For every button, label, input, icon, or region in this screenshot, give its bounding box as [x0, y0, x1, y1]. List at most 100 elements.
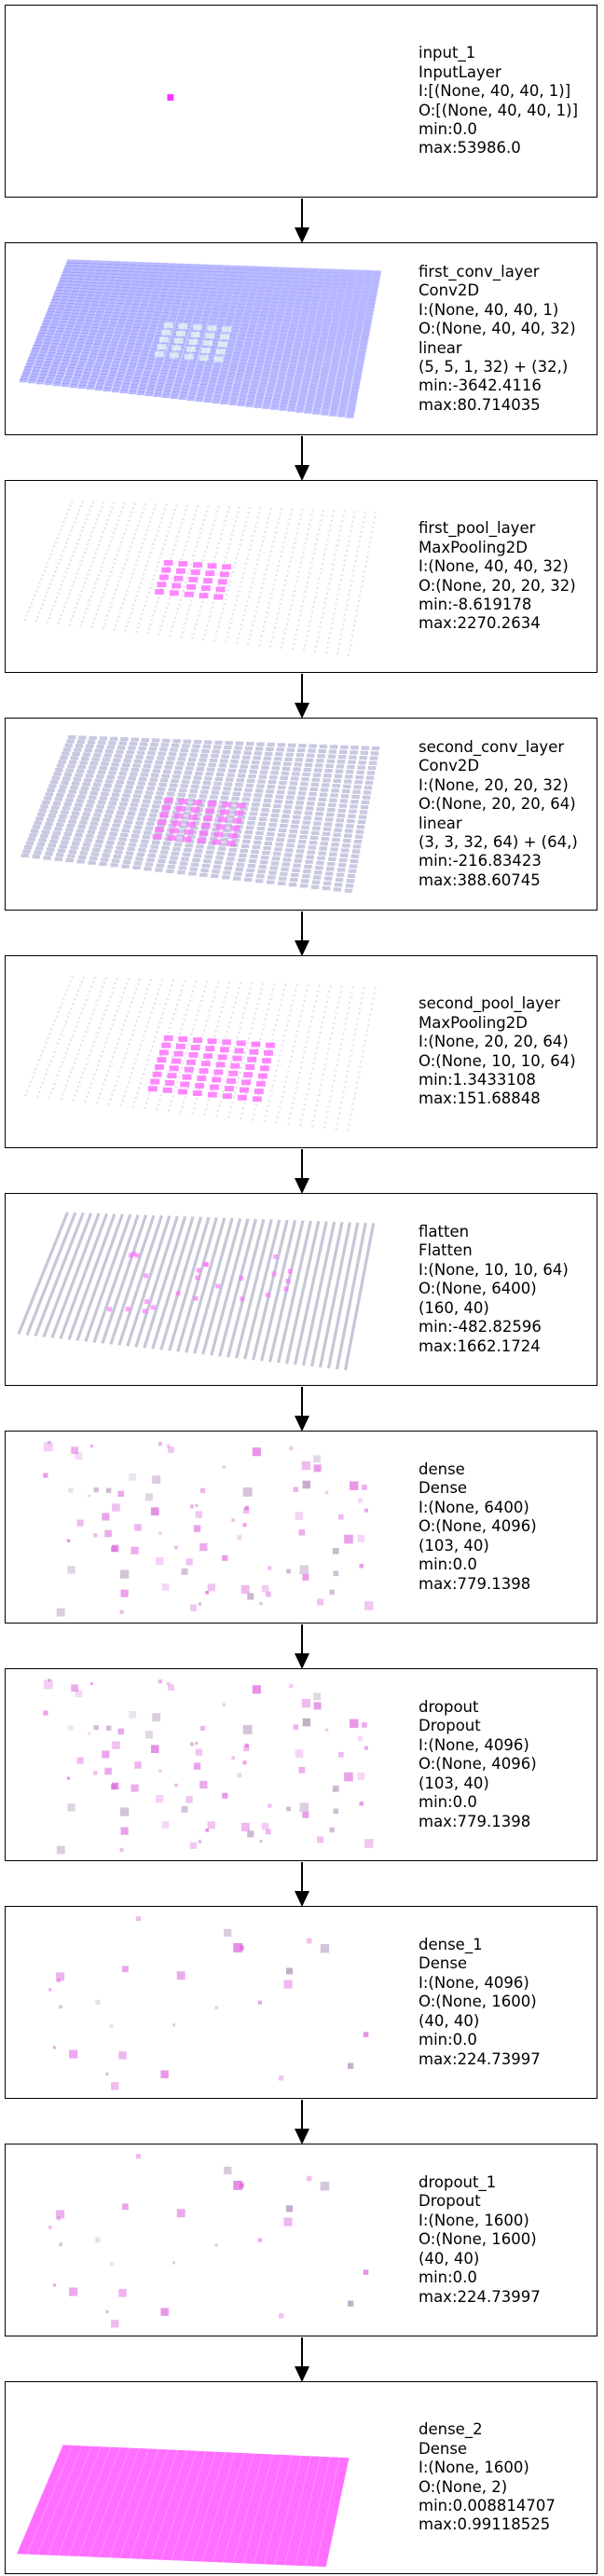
neuron-scatter [43, 1679, 374, 1855]
layer-activation-viz [48, 1916, 369, 2090]
layer-type: MaxPooling2D [419, 1013, 528, 1032]
flatten-stripes [17, 1212, 376, 1371]
layer-type: Dropout [419, 2192, 481, 2211]
activation-hotspot [155, 559, 232, 600]
layer-info-line: max:224.73997 [419, 2049, 541, 2068]
layer-info-line: I:(None, 1600) [419, 2459, 529, 2477]
layer-info-line: min:0.0 [419, 1555, 477, 1574]
layer-info-line: O:(None, 1600) [419, 1993, 537, 2011]
layer-box: dense_2 Dense I:(None, 1600) O:(None, 2) min… [5, 2381, 597, 2574]
layer-activation-viz [21, 734, 380, 893]
layer-info-line: min:-8.619178 [419, 595, 532, 613]
layer-info-line: O:(None, 1600) [419, 2230, 537, 2249]
layer-name: first_pool_layer [419, 519, 536, 538]
layer-info-line: I:(None, 4096) [419, 1735, 529, 1754]
layer-info-line: max:151.68848 [419, 1089, 541, 1108]
layer-info: dropout Dropout I:(None, 4096) O:(None, 409… [419, 1669, 537, 1860]
feature-map-grid [23, 500, 378, 656]
activation-hotspot [152, 797, 246, 846]
layer-info-line: (3, 3, 32, 64) + (64,) [419, 832, 578, 851]
layer-activation-viz [16, 2445, 350, 2568]
layer-box: dropout_1 Dropout I:(None, 1600) O:(None, 1… [5, 2144, 597, 2336]
layer-box: first_pool_layer MaxPooling2D I:(None, 40,… [5, 480, 597, 673]
layer-name: dense_2 [419, 2420, 483, 2439]
layer-info-line: O:(None, 20, 20, 32) [419, 576, 576, 595]
layer-info-line: min:0.0 [419, 119, 477, 138]
layer-info-line: I:(None, 40, 40, 1) [419, 300, 559, 319]
layer-box: dropout Dropout I:(None, 4096) O:(None, 409… [5, 1668, 597, 1861]
connection-arrow [295, 1387, 309, 1432]
layer-info-line: I:(None, 4096) [419, 1973, 529, 1992]
activation-hotspot [147, 1035, 275, 1103]
neuron-scatter [43, 1441, 374, 1617]
layer-info-line: I:[(None, 40, 40, 1)] [419, 82, 571, 101]
layer-info-line: I:(None, 10, 10, 64) [419, 1260, 569, 1279]
connection-arrow [295, 911, 309, 956]
layer-info-line: O:(None, 20, 20, 64) [419, 795, 576, 814]
layer-box: second_conv_layer Conv2D I:(None, 20, 20, … [5, 718, 597, 911]
layer-name: dense_1 [419, 1936, 483, 1954]
layer-info-line: O:(None, 4096) [419, 1517, 537, 1536]
layer-activation-viz [43, 1441, 374, 1617]
layer-type: Dense [419, 1479, 468, 1498]
layer-box: dense_1 Dense I:(None, 4096) O:(None, 1600)… [5, 1906, 597, 2099]
layer-info-line: min:1.3433108 [419, 1070, 536, 1089]
layer-activation-viz [48, 2154, 369, 2328]
connection-arrow [295, 674, 309, 719]
layer-info-line: O:(None, 4096) [419, 1755, 537, 1774]
layer-info-line: max:779.1398 [419, 1574, 531, 1593]
layer-type: Dense [419, 2439, 468, 2458]
layer-info-line: max:2270.2634 [419, 614, 541, 633]
layer-info-line: O:[(None, 40, 40, 1)] [419, 101, 579, 119]
layer-info: flatten Flatten I:(None, 10, 10, 64) O:(Non… [419, 1194, 569, 1385]
layer-info-line: min:-3642.4116 [419, 377, 542, 395]
layer-box: first_conv_layer Conv2D I:(None, 40, 40, 1… [5, 242, 597, 435]
layer-activation-viz [24, 976, 377, 1131]
layer-info: dense_2 Dense I:(None, 1600) O:(None, 2) min… [419, 2382, 556, 2573]
layer-info-line: min:0.0 [419, 2031, 477, 2049]
layer-activation-viz [17, 1212, 376, 1371]
layer-info-line: min:0.0 [419, 1793, 477, 1812]
layer-activation-viz [23, 500, 378, 656]
layer-name: second_conv_layer [419, 737, 565, 756]
layer-info-line: (5, 5, 1, 32) + (32,) [419, 357, 569, 376]
layer-info-line: max:80.714035 [419, 395, 541, 414]
layer-name: input_1 [419, 44, 476, 62]
layer-info-line: I:(None, 20, 20, 64) [419, 1033, 569, 1051]
layer-info-line: I:(None, 1600) [419, 2211, 529, 2229]
layer-type: Conv2D [419, 757, 480, 775]
layer-info-line: O:(None, 10, 10, 64) [419, 1051, 576, 1070]
connection-arrow [295, 2100, 309, 2144]
layer-info-line: (103, 40) [419, 1536, 489, 1555]
layer-info-line: linear [419, 338, 462, 357]
layer-info-line: (160, 40) [419, 1298, 489, 1317]
layer-info-line: (40, 40) [419, 2011, 480, 2030]
layer-info-line: min:-216.83423 [419, 852, 542, 870]
layer-name: dropout_1 [419, 2173, 497, 2192]
activation-hotspot [155, 322, 232, 363]
layer-name: flatten [419, 1223, 470, 1241]
feature-map-grid [24, 976, 377, 1131]
connection-arrow [295, 436, 309, 481]
layer-info-line: O:(None, 40, 40, 32) [419, 320, 576, 338]
layer-info: dropout_1 Dropout I:(None, 1600) O:(None, 1… [419, 2144, 541, 2336]
layer-info-line: max:1662.1724 [419, 1336, 541, 1355]
layer-name: second_pool_layer [419, 994, 560, 1013]
layer-info-line: I:(None, 6400) [419, 1498, 529, 1516]
layer-info-line: max:779.1398 [419, 1812, 531, 1830]
input-pixel-mark [167, 94, 174, 102]
connection-arrow [295, 199, 309, 243]
layer-info: dense Dense I:(None, 6400) O:(None, 4096) (1… [419, 1432, 537, 1623]
layer-info: first_pool_layer MaxPooling2D I:(None, 40,… [419, 481, 576, 672]
feature-map-grid [21, 734, 380, 893]
neuron-scatter [48, 1916, 369, 2090]
layer-info-line: min:-482.82596 [419, 1318, 542, 1336]
layer-name: dropout [419, 1698, 479, 1717]
layer-type: Conv2D [419, 281, 480, 300]
layer-info-line: O:(None, 2) [419, 2477, 508, 2496]
layer-info: second_pool_layer MaxPooling2D I:(None, 20… [419, 956, 576, 1147]
layer-info-line: (40, 40) [419, 2249, 480, 2268]
layer-info: second_conv_layer Conv2D I:(None, 20, 20, … [419, 719, 578, 910]
layer-type: Dropout [419, 1717, 481, 1735]
layer-box: dense Dense I:(None, 6400) O:(None, 4096) (1… [5, 1431, 597, 1624]
